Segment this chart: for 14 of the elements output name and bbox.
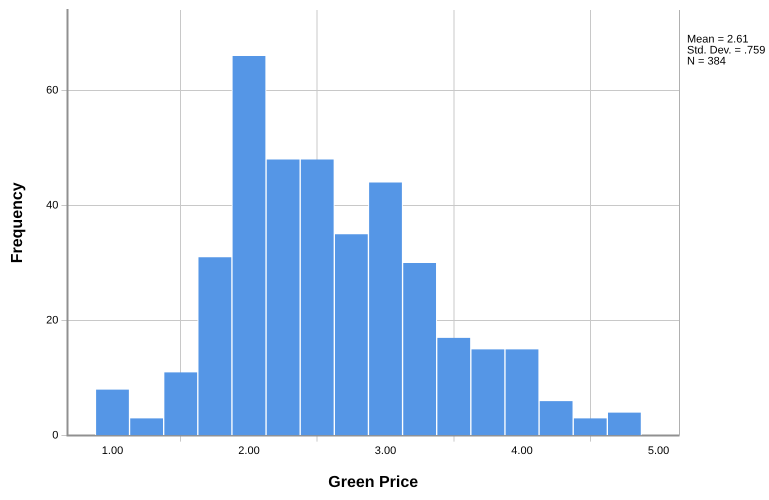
y-tick-label: 0 — [52, 430, 58, 442]
y-tick-label: 20 — [46, 314, 58, 327]
x-axis-title: Green Price — [328, 474, 418, 491]
text: Std. Dev. = .759 — [687, 44, 766, 57]
x-tick-label: 4.00 — [511, 445, 533, 458]
x-tick-label: 2.00 — [238, 445, 260, 458]
y-tick-label: 40 — [46, 200, 58, 212]
text: Mean = 2.61 — [687, 34, 748, 46]
x-tick-label: 3.00 — [374, 445, 396, 458]
y-tick-label: 60 — [46, 84, 58, 97]
x-tick-label: 5.00 — [648, 445, 670, 458]
y-axis-title: Frequency — [9, 182, 26, 264]
text: N = 384 — [687, 56, 726, 68]
x-tick-label: 1.00 — [102, 445, 124, 458]
